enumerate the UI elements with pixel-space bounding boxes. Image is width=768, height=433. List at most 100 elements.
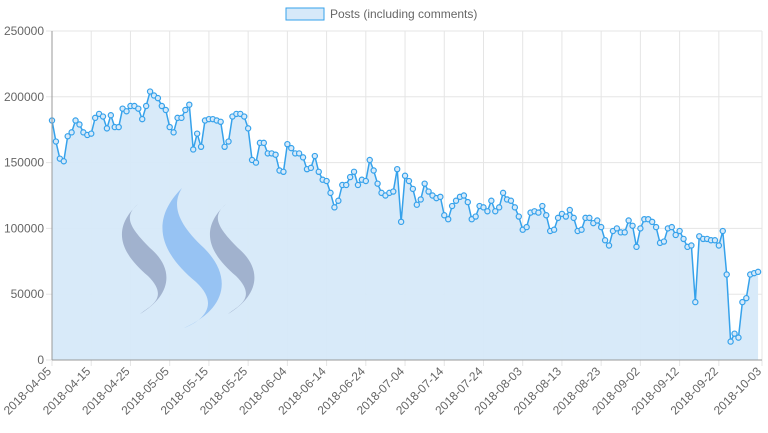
- data-point: [135, 105, 142, 112]
- data-point: [76, 121, 83, 128]
- data-point: [605, 242, 613, 249]
- data-point: [331, 204, 338, 211]
- data-point: [578, 226, 585, 233]
- data-point: [103, 125, 111, 132]
- data-point: [362, 177, 370, 185]
- logo-right-wave: [209, 204, 255, 314]
- data-point: [343, 181, 350, 189]
- data-point: [154, 94, 162, 102]
- data-point: [586, 214, 593, 222]
- data-point: [260, 139, 268, 147]
- data-point: [625, 217, 632, 224]
- data-point: [672, 231, 679, 239]
- data-point: [597, 223, 605, 231]
- data-point: [193, 130, 201, 137]
- data-point: [107, 112, 115, 119]
- data-point: [421, 180, 428, 187]
- data-point: [197, 143, 205, 151]
- data-point: [731, 330, 738, 337]
- data-point: [562, 213, 570, 220]
- data-point: [488, 197, 495, 204]
- data-point: [146, 88, 154, 95]
- data-point: [311, 152, 319, 160]
- data-point: [91, 114, 99, 122]
- data-point: [390, 188, 397, 195]
- y-tick-label: 200000: [4, 90, 44, 104]
- data-point: [648, 218, 656, 226]
- data-point: [437, 193, 444, 201]
- data-point: [460, 192, 468, 199]
- data-point: [327, 189, 334, 197]
- data-point: [464, 198, 471, 206]
- y-tick-label: 100000: [4, 221, 44, 235]
- data-point: [566, 206, 573, 214]
- data-point: [507, 197, 515, 204]
- data-point: [676, 227, 683, 235]
- data-point: [715, 242, 723, 249]
- x-axis-ticks: 2018-04-052018-04-152018-04-252018-05-05…: [1, 364, 765, 418]
- legend-swatch: [285, 7, 325, 21]
- data-point: [554, 214, 562, 222]
- data-point: [448, 202, 456, 210]
- data-point: [754, 268, 762, 276]
- y-axis-ticks: 250000 200000 150000 100000 50000 0: [4, 24, 44, 367]
- data-point: [739, 298, 746, 306]
- data-point: [601, 237, 609, 244]
- data-point: [535, 209, 542, 216]
- data-point: [335, 197, 342, 204]
- data-point: [350, 168, 358, 176]
- data-point: [692, 298, 699, 306]
- data-point: [307, 164, 315, 172]
- data-point: [637, 225, 644, 232]
- data-point: [425, 188, 432, 195]
- data-point: [346, 173, 354, 181]
- logo-center-wave: [162, 188, 222, 328]
- data-point: [594, 217, 601, 224]
- data-point: [158, 102, 166, 110]
- chart-legend[interactable]: Posts (including comments): [285, 7, 477, 21]
- data-point: [142, 102, 150, 110]
- data-point: [711, 237, 719, 244]
- data-point: [743, 294, 750, 302]
- data-point: [52, 138, 60, 145]
- data-point: [68, 129, 75, 136]
- data-point: [244, 125, 252, 132]
- data-point: [366, 156, 373, 164]
- data-point: [370, 167, 377, 174]
- steem-logo-watermark: [121, 188, 255, 328]
- data-point: [241, 113, 248, 120]
- data-point: [182, 106, 189, 114]
- data-point: [252, 159, 260, 166]
- data-point: [115, 123, 122, 131]
- data-point: [444, 215, 452, 223]
- data-point: [441, 212, 448, 219]
- data-point: [629, 222, 636, 229]
- data-point: [397, 218, 405, 226]
- data-point: [166, 123, 173, 131]
- data-point: [621, 229, 628, 236]
- data-point: [660, 238, 668, 245]
- data-point: [295, 150, 303, 157]
- data-point: [225, 138, 232, 145]
- data-point: [492, 208, 499, 215]
- data-point: [668, 223, 675, 231]
- data-point: [139, 115, 146, 123]
- data-point: [323, 177, 330, 185]
- data-point: [374, 180, 381, 187]
- data-point: [64, 133, 71, 140]
- data-point: [284, 140, 291, 148]
- data-point: [217, 118, 224, 126]
- data-point: [417, 196, 424, 203]
- data-point: [162, 106, 169, 114]
- legend-label: Posts (including comments): [330, 7, 477, 21]
- data-point: [495, 204, 503, 211]
- data-point: [170, 129, 177, 136]
- data-point: [288, 144, 295, 152]
- data-point: [570, 214, 577, 222]
- data-point: [613, 225, 621, 232]
- data-point: [452, 197, 460, 204]
- data-point: [401, 172, 409, 179]
- data-point: [315, 168, 322, 176]
